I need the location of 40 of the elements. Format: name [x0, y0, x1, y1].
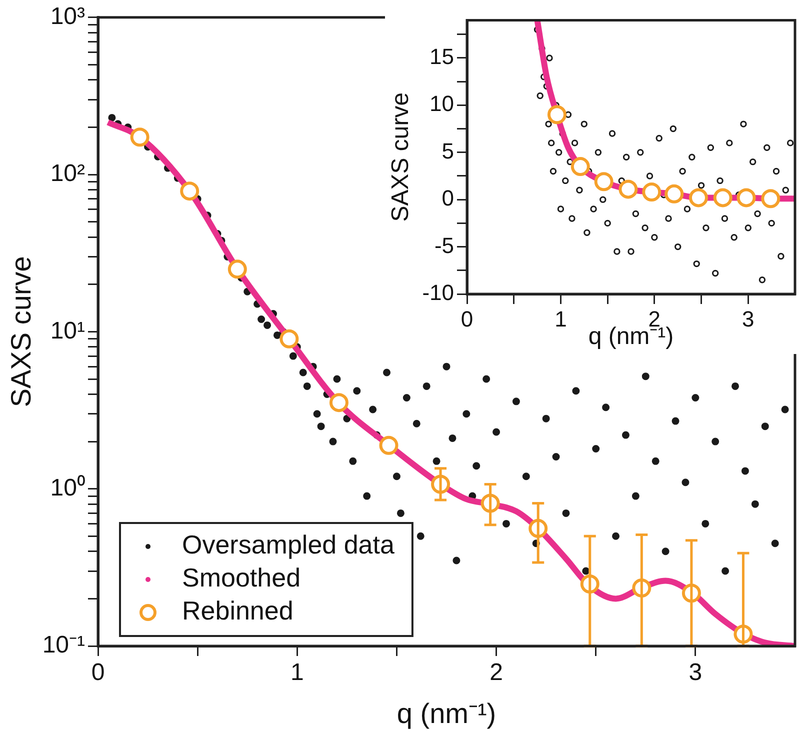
x-tick-label: 0 — [91, 659, 105, 686]
point — [594, 172, 614, 192]
point — [228, 260, 247, 279]
y-tick-label: 10⁻¹ — [42, 632, 86, 659]
point — [379, 436, 398, 455]
y-axis-title: SAXS curve — [6, 256, 37, 408]
x-tick-label: 0 — [460, 306, 474, 332]
x-axis-title: q (nm⁻¹) — [396, 698, 496, 729]
point — [130, 128, 150, 147]
x-tick-label: 3 — [688, 659, 702, 686]
y-tick-label: 10¹ — [50, 317, 86, 344]
legend-label: Oversampled data — [182, 530, 395, 560]
point — [761, 189, 780, 208]
point — [180, 182, 200, 201]
x-tick-label: 2 — [490, 659, 503, 686]
y-tick-label: -10 — [422, 280, 454, 306]
point — [280, 329, 299, 348]
point — [688, 188, 708, 208]
x-tick-label: 1 — [554, 306, 567, 332]
point — [570, 157, 590, 176]
y-axis-title: SAXS curve — [387, 92, 414, 222]
point — [736, 188, 756, 208]
y-tick-label: 10⁰ — [50, 474, 85, 502]
y-tick-label: 10 — [430, 91, 454, 116]
point — [664, 184, 684, 204]
point — [642, 182, 662, 202]
y-tick-label: -5 — [434, 232, 454, 258]
y-tick-label: 15 — [430, 44, 454, 70]
point — [713, 188, 732, 208]
point — [329, 393, 348, 412]
y-tick-label: 10² — [50, 160, 86, 188]
y-tick-label: 5 — [442, 138, 454, 164]
y-tick-label: 10³ — [50, 3, 86, 30]
x-tick-label: 1 — [290, 659, 304, 686]
point — [618, 180, 638, 199]
legend-label: Smoothed — [182, 562, 301, 593]
point — [547, 105, 566, 124]
x-tick-label: 3 — [742, 306, 754, 332]
y-tick-label: 0 — [442, 186, 454, 211]
legend-label: Rebinned — [182, 596, 294, 626]
